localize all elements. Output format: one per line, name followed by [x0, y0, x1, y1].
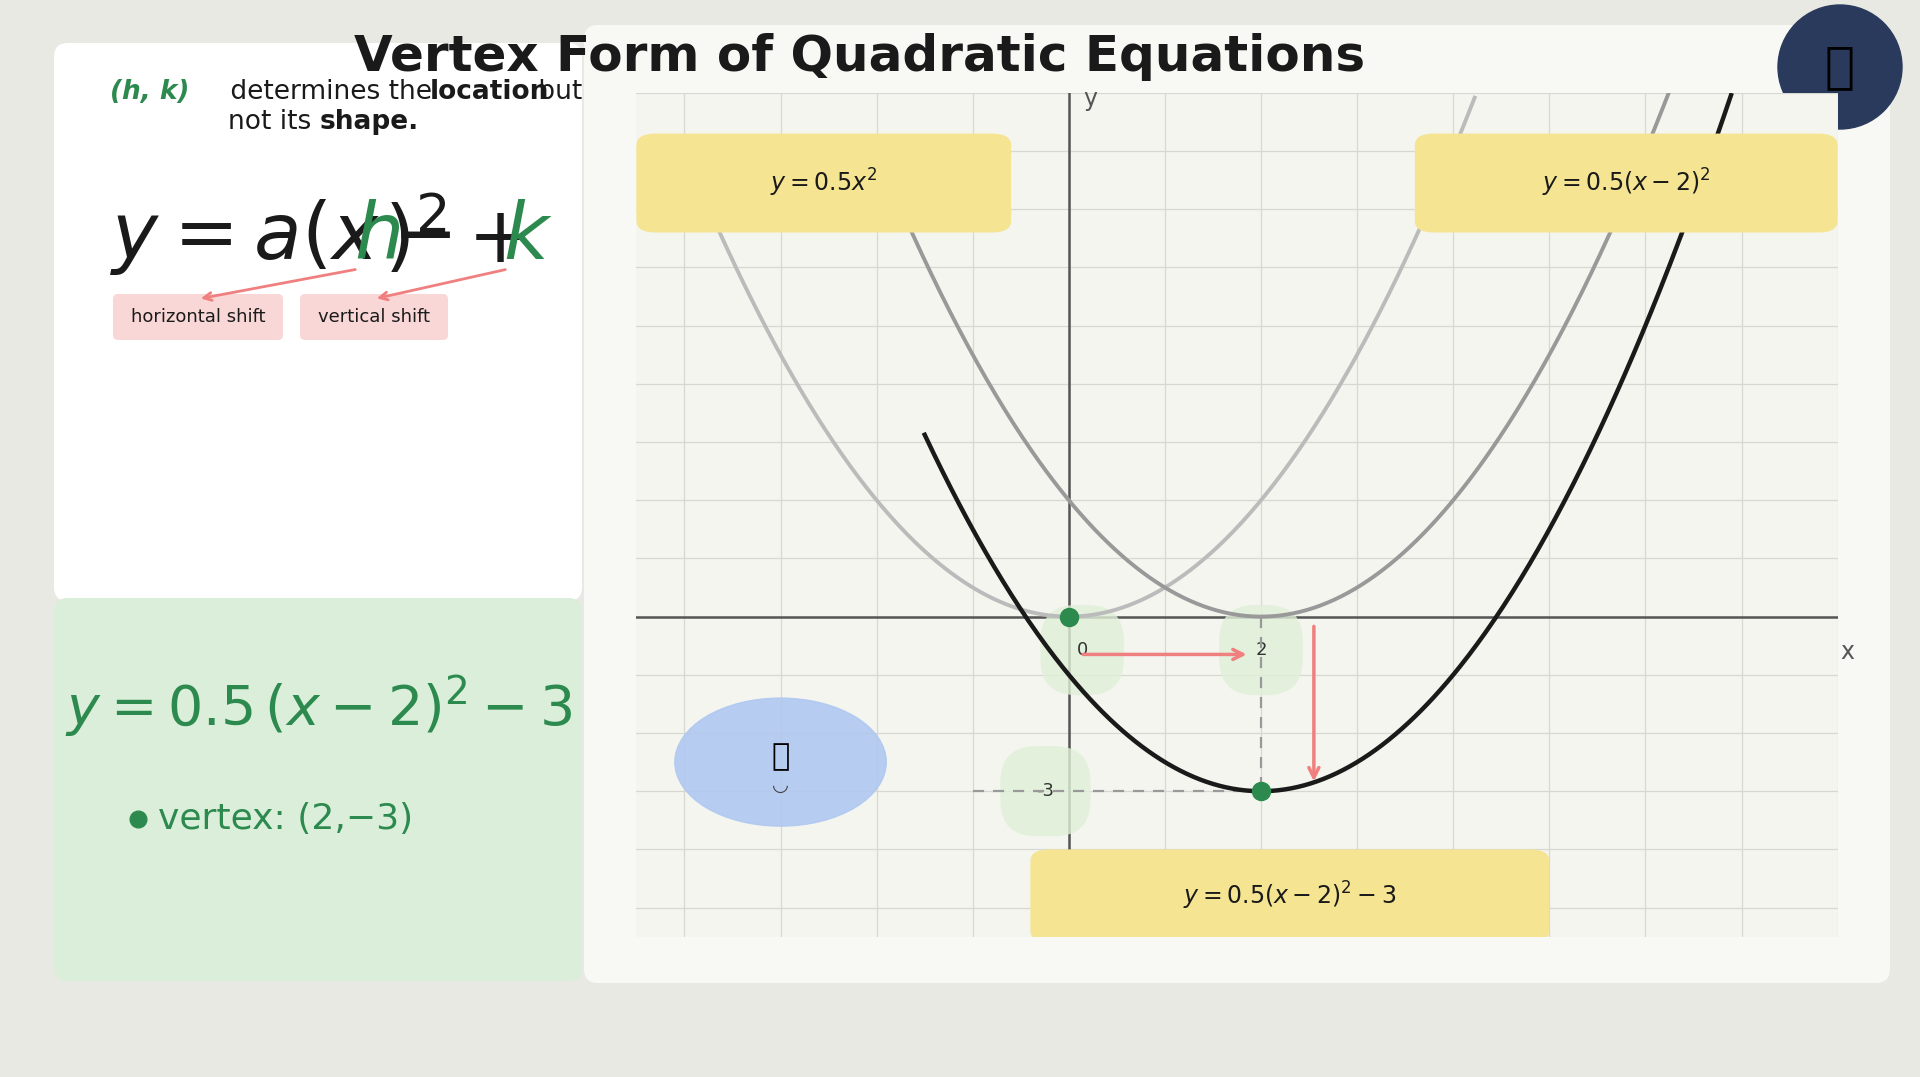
Text: location: location	[430, 79, 549, 104]
Text: Vertex Form of Quadratic Equations: Vertex Form of Quadratic Equations	[355, 33, 1365, 81]
Text: $y = 0.5x^2$: $y = 0.5x^2$	[770, 167, 877, 199]
FancyBboxPatch shape	[1415, 134, 1837, 233]
Text: x: x	[1839, 640, 1855, 663]
Text: $y = 0.5(x-2)^2-3$: $y = 0.5(x-2)^2-3$	[1183, 880, 1396, 912]
Text: not its: not its	[228, 109, 321, 135]
Text: determines the: determines the	[223, 79, 440, 104]
Text: (h, k): (h, k)	[109, 79, 190, 104]
FancyBboxPatch shape	[300, 294, 447, 340]
Text: $k$: $k$	[503, 199, 553, 275]
Text: vertical shift: vertical shift	[319, 308, 430, 326]
Text: 👓: 👓	[772, 742, 789, 771]
Text: horizontal shift: horizontal shift	[131, 308, 265, 326]
Text: 🦝: 🦝	[1826, 43, 1855, 90]
FancyBboxPatch shape	[54, 598, 582, 981]
FancyBboxPatch shape	[584, 25, 1889, 983]
Text: $)^2 + $: $)^2 + $	[384, 195, 526, 279]
Text: shape.: shape.	[321, 109, 419, 135]
Text: ◡: ◡	[772, 775, 789, 795]
FancyBboxPatch shape	[54, 43, 582, 601]
FancyBboxPatch shape	[636, 134, 1012, 233]
Text: $y = 0.5(x-2)^2$: $y = 0.5(x-2)^2$	[1542, 167, 1711, 199]
Text: $y = 0.5\,(x - 2)^2 - 3$: $y = 0.5\,(x - 2)^2 - 3$	[65, 674, 572, 740]
Text: -3: -3	[1037, 782, 1054, 800]
Circle shape	[1778, 5, 1903, 129]
Text: y: y	[1083, 86, 1096, 111]
Text: $y = a(x - $: $y = a(x - $	[109, 197, 451, 277]
FancyBboxPatch shape	[113, 294, 282, 340]
Text: $h$: $h$	[353, 199, 399, 275]
FancyBboxPatch shape	[1031, 850, 1549, 942]
Text: 2: 2	[1256, 641, 1267, 659]
Text: 0: 0	[1077, 641, 1089, 659]
Circle shape	[674, 698, 887, 826]
Text: but: but	[530, 79, 582, 104]
Text: vertex: (2,−3): vertex: (2,−3)	[157, 802, 413, 836]
